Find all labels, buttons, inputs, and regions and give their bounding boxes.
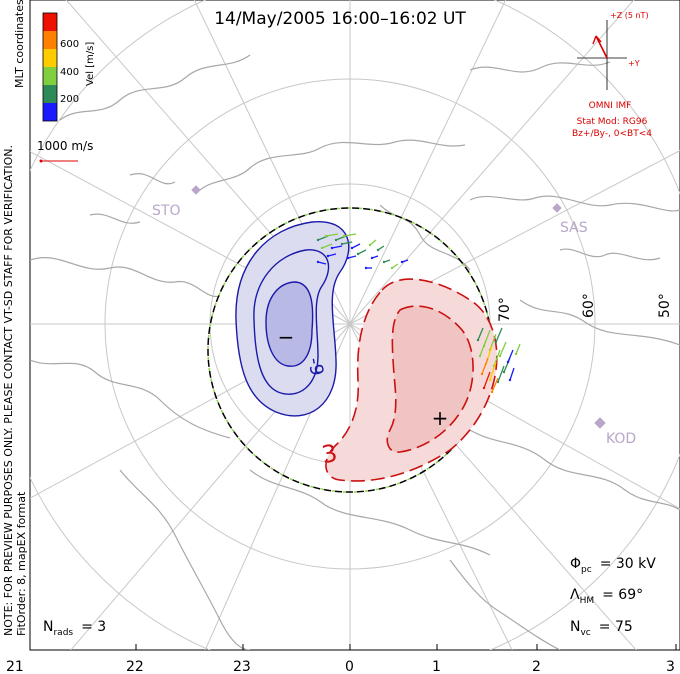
reference-vector: 1000 m/s (37, 139, 93, 163)
positive-contour-label: 3 (320, 439, 340, 469)
mlt-label-23: 23 (233, 659, 251, 674)
imf-y-label: +Y (628, 59, 640, 68)
negative-contour-label: -9 (303, 356, 327, 377)
vector-cluster-center (364, 239, 409, 270)
positive-potential-cell (325, 278, 498, 482)
mlt-label-22: 22 (126, 659, 144, 674)
negative-cell-symbol: − (278, 325, 295, 349)
velocity-colorbar: 200 400 600 Vel [m/s] (42, 12, 96, 122)
imf-z-label: +Z (5 nT) (610, 11, 649, 20)
nrads-stat: Nrads = 3 (43, 619, 106, 638)
preview-note: NOTE: FOR PREVIEW PURPOSES ONLY. PLEASE … (2, 145, 15, 636)
hmb-boundary-green (207, 207, 493, 493)
lat-label-60: 60° (581, 293, 597, 318)
stats-block: Φpc = 30 kV ΛHM = 69° Nvc = 75 Nrads = 3 (43, 556, 656, 638)
vector-cluster-north (316, 233, 367, 265)
phi-pc-stat: Φpc = 30 kV (570, 556, 656, 575)
station-sas: SAS (560, 220, 588, 236)
colorbar-tick-200: 200 (60, 94, 79, 105)
station-markers (191, 185, 606, 429)
mlt-label-0: 0 (345, 659, 354, 674)
imf-stat-model: Stat Mod: RG96 (577, 117, 648, 127)
lat-label-50: 50° (657, 293, 673, 318)
mlt-axis (29, 644, 677, 650)
fit-order-note: FitOrder: 8, mapEX format (15, 491, 28, 636)
plot-frame (29, 0, 680, 651)
imf-title: OMNI IMF (589, 101, 632, 111)
nvc-stat: Nvc = 75 (570, 619, 633, 638)
positive-cell-symbol: + (432, 406, 449, 430)
colorbar-label: Vel [m/s] (85, 42, 96, 86)
colorbar-tick-600: 600 (60, 39, 79, 50)
mlt-label-21: 21 (6, 659, 24, 674)
station-sto: STO (152, 203, 180, 219)
vector-cluster-east (476, 327, 521, 394)
velocity-vectors (316, 233, 521, 394)
mlt-label-2: 2 (532, 659, 541, 674)
imf-condition: Bz+/By-, 0<BT<4 (572, 129, 652, 139)
lambda-hm-stat: ΛHM = 69° (570, 587, 643, 606)
reference-vector-label: 1000 m/s (37, 139, 93, 153)
negative-potential-cell (235, 221, 350, 417)
imf-clock: +Z (5 nT) +Y OMNI IMF Stat Mod: RG96 Bz+… (572, 11, 652, 139)
lat-label-70: 70° (497, 297, 513, 322)
map-title: 14/May/2005 16:00–16:02 UT (214, 9, 466, 29)
mlt-label-1: 1 (432, 659, 441, 674)
coordinate-system-label: MLT coordinates (13, 0, 26, 88)
station-kod: KOD (606, 431, 636, 447)
mlt-label-3: 3 (666, 659, 675, 674)
colorbar-tick-400: 400 (60, 67, 79, 78)
